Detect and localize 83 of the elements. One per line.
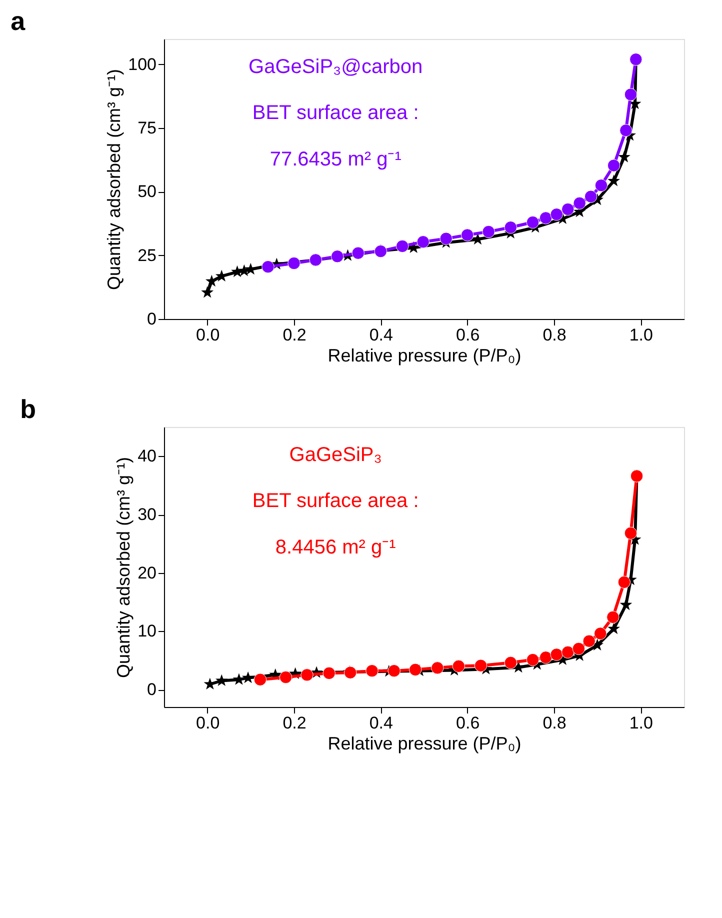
x-tick-label: 0.6 [456, 326, 480, 344]
point [504, 656, 518, 670]
point [388, 664, 400, 678]
point [606, 610, 620, 624]
point [279, 670, 292, 684]
x-tick-label: 0.2 [282, 714, 306, 732]
x-tick-label: 0.0 [196, 714, 220, 732]
point [539, 212, 552, 224]
point [572, 642, 586, 656]
point [474, 659, 488, 672]
chart-title: a [10, 6, 26, 36]
x-tick-label: 0.4 [369, 714, 393, 732]
point [366, 664, 378, 678]
point [440, 232, 452, 245]
point [215, 674, 228, 686]
point [431, 662, 444, 674]
point [205, 274, 218, 287]
annotation: GaGeSiP₃ [289, 444, 382, 466]
point [526, 653, 540, 666]
point [408, 663, 422, 676]
point [624, 526, 638, 540]
point [254, 673, 267, 686]
point [288, 256, 300, 270]
y-axis-title: Quantity adsorbed (cm³ g⁻¹) [114, 456, 134, 678]
annotation: GaGeSiP₃@carbon [248, 56, 423, 78]
point [620, 124, 632, 137]
x-tick-label: 0.4 [369, 326, 393, 344]
point [262, 260, 274, 274]
point [526, 216, 540, 229]
point [594, 179, 608, 192]
y-tick-label: 20 [138, 563, 156, 582]
point [416, 236, 430, 248]
point [618, 150, 630, 162]
chart-title: b [20, 394, 36, 424]
x-tick-label: 1.0 [629, 326, 653, 344]
point [550, 648, 563, 661]
x-tick-label: 0.0 [196, 326, 220, 344]
point [584, 190, 598, 203]
point [618, 576, 631, 589]
x-tick-label: 0.6 [456, 714, 480, 732]
point [322, 666, 336, 680]
y-tick-label: 0 [147, 680, 156, 699]
x-tick-label: 0.8 [542, 326, 566, 344]
point [539, 651, 552, 664]
point [300, 668, 314, 682]
point [396, 240, 409, 253]
point [561, 202, 574, 216]
annotation: 8.4456 m² g⁻¹ [275, 536, 396, 558]
point [550, 208, 563, 221]
point [460, 228, 474, 242]
y-tick-label: 25 [138, 246, 156, 265]
y-axis-title: Quantity adsorbed (cm³ g⁻¹) [104, 68, 124, 290]
point [573, 196, 586, 210]
x-tick-label: 0.2 [282, 326, 306, 344]
point [504, 221, 518, 234]
y-tick-label: 0 [147, 310, 156, 328]
x-tick-label: 1.0 [629, 714, 653, 732]
point [620, 598, 632, 610]
y-tick-label: 50 [138, 182, 156, 202]
point [608, 622, 620, 634]
y-tick-label: 100 [128, 54, 156, 74]
point [452, 660, 466, 673]
point [352, 246, 365, 260]
annotation: 77.6435 m² g⁻¹ [270, 148, 402, 170]
point [330, 250, 344, 263]
point [242, 671, 254, 684]
point [594, 627, 607, 640]
point [608, 174, 620, 186]
point [482, 225, 495, 238]
annotation: BET surface area : [252, 102, 419, 124]
point [582, 634, 596, 648]
y-tick-label: 10 [138, 622, 156, 641]
y-tick-label: 40 [138, 446, 156, 466]
y-tick-label: 75 [138, 118, 156, 138]
annotation: BET surface area : [252, 490, 419, 512]
point [624, 88, 638, 101]
y-tick-label: 30 [138, 505, 156, 524]
point [201, 286, 214, 298]
point [561, 646, 574, 659]
point [607, 159, 620, 172]
x-axis-title: Relative pressure (P/P₀) [328, 346, 522, 366]
x-tick-label: 0.8 [542, 714, 566, 732]
x-axis-title: Relative pressure (P/P₀) [328, 734, 522, 754]
